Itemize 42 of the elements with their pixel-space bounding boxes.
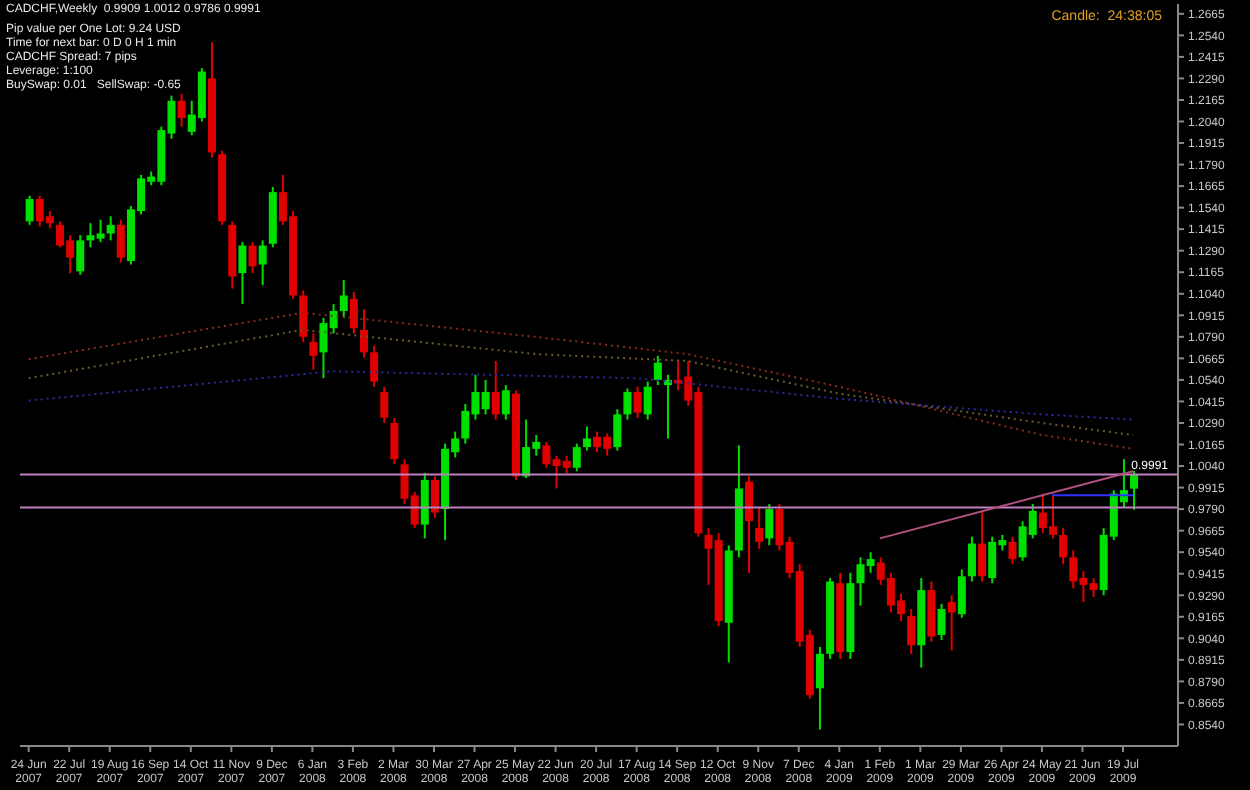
candlestick: [106, 215, 115, 242]
candlestick: [248, 241, 257, 275]
candlestick: [815, 645, 824, 731]
candlestick: [755, 506, 764, 550]
candlestick: [765, 502, 774, 547]
candlestick: [349, 291, 358, 335]
candlestick: [927, 580, 936, 643]
candlestick: [309, 332, 318, 371]
candlestick: [633, 385, 642, 419]
candlestick: [967, 535, 976, 583]
candlestick: [370, 344, 379, 388]
candlestick: [937, 602, 946, 642]
candlestick: [420, 471, 429, 540]
candlestick: [491, 359, 500, 421]
candlestick: [116, 218, 125, 264]
candlestick: [238, 241, 247, 306]
candlestick: [643, 380, 652, 421]
candlestick: [501, 384, 510, 421]
candlestick: [1130, 469, 1139, 511]
candlestick: [258, 239, 267, 287]
candlestick: [76, 234, 85, 276]
candlestick: [978, 511, 987, 583]
candlestick: [582, 425, 591, 452]
candlestick: [613, 408, 622, 452]
candlestick: [623, 387, 632, 421]
candlestick: [380, 385, 389, 424]
candlestick: [653, 354, 662, 387]
candlestick: [430, 475, 439, 519]
candlestick: [947, 594, 956, 652]
candlestick: [907, 608, 916, 655]
line-series: [27, 370, 1135, 421]
candlestick: [25, 194, 34, 226]
candlestick: [745, 475, 754, 574]
candlestick: [1008, 535, 1017, 566]
candlestick: [1059, 527, 1068, 566]
candlestick: [572, 442, 581, 473]
candlestick: [390, 416, 399, 466]
candlestick: [339, 278, 348, 319]
candlestick: [359, 308, 368, 359]
candlestick: [957, 568, 966, 619]
candlestick: [177, 92, 186, 128]
candlestick: [299, 289, 308, 344]
